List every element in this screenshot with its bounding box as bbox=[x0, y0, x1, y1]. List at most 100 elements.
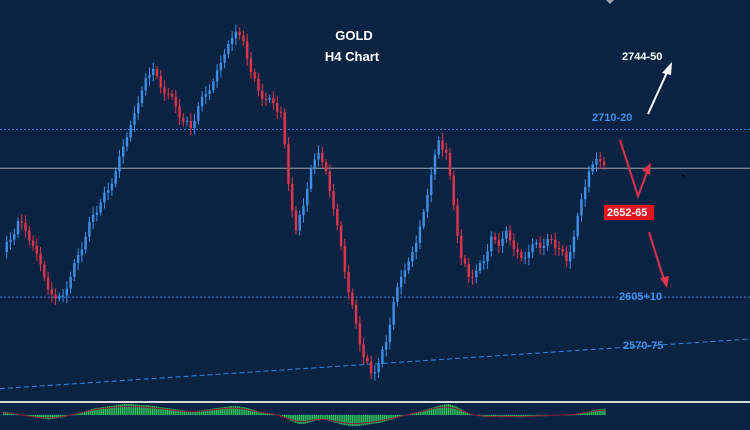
hist-bar-14-1 bbox=[110, 405, 112, 415]
hist-bar-37-2 bbox=[285, 415, 288, 419]
candle-body-102 bbox=[384, 342, 388, 350]
hist-bar-77-2 bbox=[587, 411, 589, 415]
hist-bar-59-2 bbox=[451, 405, 453, 415]
hist-bar-27-0 bbox=[206, 409, 208, 415]
red-down-arrow-head bbox=[660, 276, 669, 288]
hist-bar-60-2 bbox=[459, 408, 461, 415]
candle-body-49 bbox=[185, 120, 189, 122]
candle-body-74 bbox=[279, 111, 283, 113]
hist-bar-59-3 bbox=[453, 405, 455, 415]
hist-bar-43-1 bbox=[328, 415, 331, 422]
hist-bar-47-0 bbox=[357, 415, 359, 426]
hist-bar-6-0 bbox=[48, 415, 50, 420]
level-label-3: 2605+10 bbox=[619, 291, 662, 303]
candle-body-10 bbox=[39, 253, 42, 265]
candle-body-58 bbox=[219, 62, 223, 71]
hist-bar-31-0 bbox=[236, 406, 239, 415]
hist-bar-29-3 bbox=[227, 406, 229, 415]
candle-body-95 bbox=[358, 323, 362, 345]
candle-body-76 bbox=[287, 144, 290, 184]
hist-bar-44-3 bbox=[340, 415, 342, 425]
hist-bar-55-1 bbox=[419, 411, 421, 415]
candle-body-9 bbox=[35, 245, 39, 254]
hist-bar-61-1 bbox=[464, 411, 467, 415]
hist-bar-28-3 bbox=[219, 407, 222, 415]
hist-bar-56-2 bbox=[428, 408, 431, 415]
candle-body-5 bbox=[20, 221, 23, 223]
candle-body-32 bbox=[122, 146, 125, 157]
hist-bar-12-1 bbox=[95, 408, 97, 415]
hist-bar-17-2 bbox=[134, 404, 137, 415]
hist-bar-67-1 bbox=[509, 415, 512, 417]
hist-bar-64-2 bbox=[489, 415, 491, 417]
hist-bar-60-3 bbox=[460, 409, 463, 415]
hist-bar-42-1 bbox=[321, 415, 323, 420]
candle-body-26 bbox=[99, 202, 102, 213]
bull-arrow-shaft bbox=[647, 67, 670, 115]
hist-bar-11-2 bbox=[89, 409, 92, 415]
candle-body-31 bbox=[118, 156, 121, 172]
hist-bar-54-1 bbox=[411, 413, 414, 415]
hist-bar-38-0 bbox=[289, 415, 291, 421]
hist-bar-40-3 bbox=[310, 415, 312, 423]
hist-bar-61-2 bbox=[466, 412, 468, 415]
candle-body-45 bbox=[170, 93, 174, 97]
level-label-1: 2710-20 bbox=[592, 112, 632, 124]
hist-bar-32-1 bbox=[246, 407, 248, 415]
hist-bar-10-0 bbox=[78, 412, 80, 415]
candle-body-81 bbox=[306, 188, 309, 206]
hist-bar-78-1 bbox=[592, 410, 595, 415]
hist-bar-34-1 bbox=[261, 411, 263, 415]
candle-body-70 bbox=[264, 98, 268, 101]
hist-bar-39-0 bbox=[296, 415, 299, 424]
hist-bar-41-3 bbox=[317, 415, 320, 420]
hist-bar-29-1 bbox=[223, 407, 225, 415]
hist-bar-28-1 bbox=[215, 408, 218, 415]
hist-bar-41-1 bbox=[313, 415, 316, 422]
candle-body-67 bbox=[253, 72, 256, 79]
candle-body-141 bbox=[531, 244, 534, 253]
candle-body-98 bbox=[369, 361, 373, 374]
hist-bar-46-1 bbox=[351, 415, 354, 426]
candle-body-29 bbox=[110, 183, 114, 191]
hist-bar-61-0 bbox=[462, 410, 465, 415]
hist-bar-15-1 bbox=[117, 404, 120, 415]
candle-body-43 bbox=[163, 87, 166, 94]
hist-bar-36-3 bbox=[280, 415, 282, 416]
hist-bar-39-3 bbox=[302, 415, 305, 424]
candle-body-90 bbox=[339, 225, 343, 246]
hist-bar-10-1 bbox=[80, 412, 82, 415]
candle-body-54 bbox=[204, 93, 208, 97]
hist-bar-26-2 bbox=[202, 410, 205, 415]
hist-bar-51-2 bbox=[391, 415, 393, 420]
candle-body-42 bbox=[159, 76, 162, 88]
hist-bar-44-1 bbox=[336, 415, 338, 424]
hist-bar-57-3 bbox=[438, 405, 440, 415]
hist-bar-39-2 bbox=[300, 415, 303, 424]
candle-body-21 bbox=[80, 249, 84, 256]
candle-body-105 bbox=[396, 287, 399, 302]
hist-bar-55-0 bbox=[417, 411, 419, 415]
candle-body-71 bbox=[268, 97, 271, 101]
hist-bar-31-3 bbox=[242, 407, 244, 415]
hist-bar-58-2 bbox=[443, 404, 446, 415]
candle-body-8 bbox=[31, 240, 35, 246]
hist-bar-16-2 bbox=[127, 404, 129, 415]
hist-bar-67-0 bbox=[508, 415, 510, 417]
hist-bar-48-1 bbox=[366, 415, 369, 425]
candle-body-97 bbox=[366, 357, 369, 362]
candle-body-86 bbox=[324, 162, 328, 172]
hist-bar-47-1 bbox=[359, 415, 361, 426]
level-label-4: 2570-75 bbox=[623, 340, 663, 352]
hist-bar-55-3 bbox=[423, 410, 425, 415]
candle-body-87 bbox=[328, 171, 331, 191]
hist-bar-49-2 bbox=[376, 415, 378, 424]
candle-body-61 bbox=[230, 38, 234, 45]
hist-bar-38-3 bbox=[295, 415, 297, 423]
candle-body-59 bbox=[223, 54, 226, 63]
hist-bar-10-3 bbox=[84, 411, 86, 415]
hist-bar-57-1 bbox=[434, 406, 436, 415]
hist-bar-5-2 bbox=[44, 415, 46, 419]
hist-bar-11-3 bbox=[91, 408, 93, 415]
hist-bar-23-1 bbox=[178, 409, 180, 415]
